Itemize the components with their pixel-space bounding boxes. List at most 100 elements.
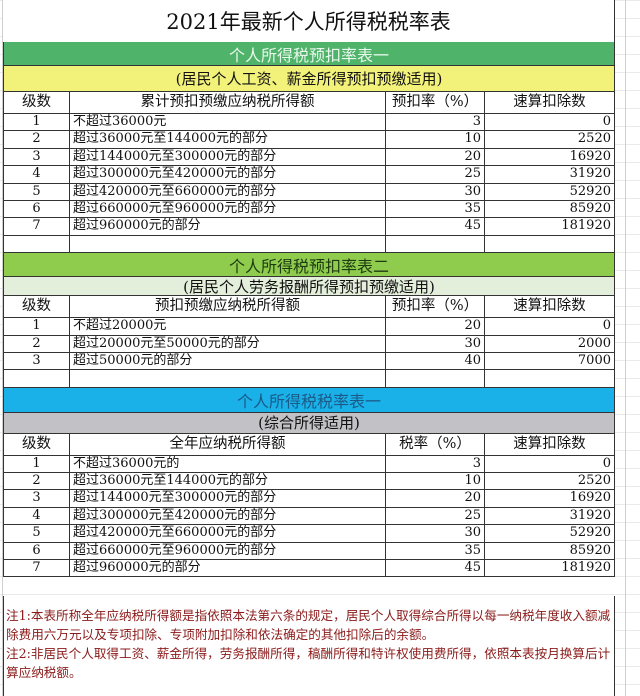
table-row: 1 不超过36000元的 3 0 <box>3 455 615 474</box>
rate-cell[interactable]: 20 <box>386 490 485 507</box>
level-cell[interactable]: 4 <box>4 166 70 183</box>
deduction-cell[interactable]: 52920 <box>569 525 611 541</box>
income-range-cell[interactable]: 超过420000元至660000元的部分 <box>70 525 386 542</box>
deduction-cell[interactable]: 85920 <box>569 542 611 558</box>
income-range-cell[interactable]: 超过660000元至960000元的部分 <box>70 542 386 560</box>
rate-cell[interactable]: 25 <box>386 507 485 525</box>
deduction-cell[interactable]: 52920 <box>569 183 611 199</box>
deduction-cell[interactable]: 85920 <box>569 200 611 216</box>
rate-cell[interactable]: 30 <box>386 335 485 352</box>
column-header: 预扣预缴应纳税所得额 <box>70 296 386 318</box>
rate-cell[interactable]: 35 <box>386 200 485 218</box>
deduction-cell[interactable]: 31920 <box>569 166 611 182</box>
table-row: 1 不超过20000元 20 0 <box>3 318 615 336</box>
empty-cell[interactable] <box>70 370 386 387</box>
level-cell[interactable]: 1 <box>4 455 70 473</box>
note-2: 注2:非居民个人取得工资、薪金所得，劳务报酬所得，稿酬所得和特许权使用费所得，依… <box>6 646 611 680</box>
level-cell[interactable]: 6 <box>4 542 70 560</box>
table-header: 个人所得税税率表一 <box>3 387 615 413</box>
column-header: 速算扣除数 <box>513 298 586 315</box>
level-cell[interactable]: 5 <box>4 525 70 542</box>
level-cell[interactable]: 6 <box>4 200 70 218</box>
income-range-cell[interactable]: 超过36000元至144000元的部分 <box>70 473 386 490</box>
income-range-cell[interactable]: 超过144000元至300000元的部分 <box>70 148 386 166</box>
column-header: 税率（%） <box>386 433 485 455</box>
table-row: 3 超过50000元的部分 40 7000 <box>3 352 615 371</box>
rate-cell[interactable]: 35 <box>386 542 485 560</box>
deduction-cell[interactable]: 16920 <box>569 148 611 164</box>
rate-cell[interactable]: 20 <box>386 148 485 166</box>
level-cell[interactable]: 2 <box>4 473 70 490</box>
column-header: 级数 <box>4 296 70 318</box>
empty-cell[interactable] <box>386 370 485 387</box>
empty-cell[interactable] <box>386 235 485 253</box>
table-row: 7 超过960000元的部分 45 181920 <box>3 560 615 578</box>
level-cell[interactable]: 3 <box>4 148 70 166</box>
income-range-cell[interactable]: 超过960000元的部分 <box>70 218 386 235</box>
level-cell[interactable]: 2 <box>4 335 70 352</box>
deduction-cell[interactable]: 0 <box>602 114 611 129</box>
level-cell[interactable]: 1 <box>4 318 70 335</box>
deduction-cell[interactable]: 0 <box>602 455 611 471</box>
income-range-cell[interactable]: 超过144000元至300000元的部分 <box>70 490 386 507</box>
level-cell[interactable]: 4 <box>4 507 70 525</box>
income-range-cell[interactable]: 超过420000元至660000元的部分 <box>70 183 386 200</box>
empty-cell[interactable] <box>70 235 386 253</box>
income-range-cell[interactable]: 超过960000元的部分 <box>70 560 386 577</box>
level-cell[interactable]: 5 <box>4 183 70 200</box>
income-range-cell[interactable]: 超过660000元至960000元的部分 <box>70 200 386 218</box>
rate-cell[interactable]: 45 <box>386 218 485 235</box>
deduction-cell[interactable]: 7000 <box>577 352 611 368</box>
deduction-cell[interactable]: 31920 <box>569 507 611 523</box>
empty-cell[interactable] <box>485 236 614 252</box>
rate-cell[interactable]: 25 <box>386 166 485 183</box>
empty-cell[interactable] <box>4 370 70 387</box>
deduction-cell[interactable]: 2520 <box>577 473 611 489</box>
level-cell[interactable]: 7 <box>4 560 70 577</box>
note-1: 注1:本表所称全年应纳税所得额是指依照本法第六条的规定，居民个人取得综合所得以每… <box>6 608 611 642</box>
column-header: 速算扣除数 <box>513 94 586 110</box>
notes: 注1:本表所称全年应纳税所得额是指依照本法第六条的规定，居民个人取得综合所得以每… <box>3 596 615 696</box>
deduction-cell[interactable]: 181920 <box>561 218 611 234</box>
blank-row <box>3 370 615 388</box>
rate-cell[interactable]: 10 <box>386 131 485 148</box>
empty-cell[interactable] <box>4 235 70 253</box>
income-range-cell[interactable]: 不超过36000元的 <box>70 455 386 473</box>
rate-cell[interactable]: 3 <box>386 455 485 473</box>
rate-cell[interactable]: 3 <box>386 114 485 131</box>
table-row: 6 超过660000元至960000元的部分 35 85920 <box>3 200 615 219</box>
table-header: 个人所得税预扣率表一 <box>3 42 615 66</box>
level-cell[interactable]: 2 <box>4 131 70 148</box>
income-range-cell[interactable]: 超过50000元的部分 <box>70 352 386 370</box>
level-cell[interactable]: 3 <box>4 352 70 370</box>
rate-cell[interactable]: 40 <box>386 352 485 370</box>
level-cell[interactable]: 1 <box>4 114 70 131</box>
deduction-cell[interactable]: 0 <box>602 318 611 334</box>
empty-cell[interactable] <box>485 370 614 386</box>
income-range-cell[interactable]: 超过300000元至420000元的部分 <box>70 507 386 525</box>
rate-cell[interactable]: 45 <box>386 560 485 577</box>
rate-cell[interactable]: 30 <box>386 525 485 542</box>
income-range-cell[interactable]: 超过20000元至50000元的部分 <box>70 335 386 352</box>
table-row: 6 超过660000元至960000元的部分 35 85920 <box>3 542 615 561</box>
table-row: 4 超过300000元至420000元的部分 25 31920 <box>3 507 615 526</box>
table-subtitle: (综合所得适用) <box>3 412 615 434</box>
deduction-cell[interactable]: 2520 <box>577 131 611 147</box>
table-header: 个人所得税预扣率表二 <box>3 253 615 278</box>
table-row: 3 超过144000元至300000元的部分 20 16920 <box>3 148 615 167</box>
income-range-cell[interactable]: 超过300000元至420000元的部分 <box>70 166 386 183</box>
income-range-cell[interactable]: 不超过36000元 <box>70 114 386 131</box>
column-header: 级数 <box>4 92 70 113</box>
income-range-cell[interactable]: 不超过20000元 <box>70 318 386 335</box>
rate-cell[interactable]: 20 <box>386 318 485 335</box>
rate-cell[interactable]: 10 <box>386 473 485 490</box>
level-cell[interactable]: 3 <box>4 490 70 507</box>
deduction-cell[interactable]: 2000 <box>577 335 611 351</box>
tax-rate-sheet: 2021年最新个人所得税税率表 个人所得税预扣率表一 (居民个人工资、薪金所得预扣… <box>3 0 615 578</box>
table-subtitle: (居民个人工资、薪金所得预扣预缴适用) <box>3 66 615 92</box>
rate-cell[interactable]: 30 <box>386 183 485 200</box>
income-range-cell[interactable]: 超过36000元至144000元的部分 <box>70 131 386 148</box>
level-cell[interactable]: 7 <box>4 218 70 235</box>
deduction-cell[interactable]: 16920 <box>569 490 611 506</box>
deduction-cell[interactable]: 181920 <box>561 560 611 576</box>
